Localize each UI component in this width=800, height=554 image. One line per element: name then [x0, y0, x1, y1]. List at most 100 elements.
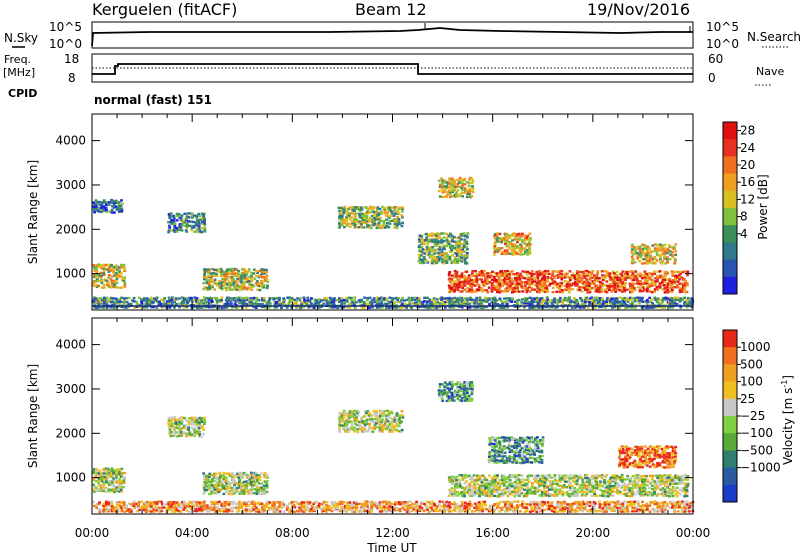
velocity-echo-cell	[370, 414, 374, 417]
power-echo-cell	[661, 259, 665, 263]
power-echo-cell	[380, 300, 383, 303]
velocity-echo-cell	[578, 484, 582, 487]
power-echo-cell	[604, 288, 607, 291]
power-echo-cell	[450, 189, 454, 192]
power-echo-cell	[395, 206, 399, 209]
power-echo-cell	[195, 224, 199, 227]
velocity-echo-cell	[573, 486, 577, 490]
power-echo-cell	[517, 290, 521, 293]
velocity-echo-cell	[615, 488, 619, 492]
velocity-echo-cell	[476, 479, 480, 483]
power-echo-cell	[355, 206, 358, 209]
power-echo-cell	[631, 253, 635, 256]
velocity-echo-cell	[462, 492, 466, 495]
velocity-echo-cell	[226, 486, 229, 489]
power-echo-cell	[266, 280, 270, 284]
velocity-echo-cell	[616, 482, 620, 485]
velocity-echo-cell	[104, 467, 108, 470]
power-echo-cell	[585, 296, 589, 299]
velocity-echo-cell	[593, 484, 597, 487]
power-echo-cell	[603, 300, 606, 303]
power-echo-cell	[525, 300, 529, 303]
power-echo-cell	[353, 208, 357, 211]
power-echo-cell	[386, 206, 390, 209]
velocity-echo-cell	[541, 439, 545, 442]
velocity-echo-cell	[623, 482, 626, 485]
velocity-echo-cell	[623, 478, 627, 481]
power-echo-cell	[112, 271, 115, 274]
velocity-echo-cell	[338, 418, 342, 421]
velocity-echo-cell	[260, 490, 264, 493]
power-echo-cell	[93, 306, 97, 309]
power-echo-cell	[439, 183, 442, 186]
velocity-echo-cell	[107, 481, 110, 484]
power-echo-cell	[495, 272, 499, 275]
power-echo-cell	[102, 306, 105, 309]
velocity-echo-cell	[450, 387, 453, 390]
velocity-echo-cell	[243, 484, 247, 487]
power-echo-cell	[92, 273, 96, 276]
power-echo-cell	[351, 206, 354, 209]
velocity-echo-cell	[481, 493, 485, 496]
power-echo-cell	[431, 240, 434, 244]
power-echo-cell	[563, 288, 567, 291]
power-echo-cell	[537, 306, 541, 309]
velocity-echo-cell	[625, 492, 629, 495]
power-echo-cell	[620, 303, 624, 306]
velocity-echo-cell	[485, 478, 489, 481]
power-echo-cell	[188, 224, 192, 227]
power-echo-cell	[127, 302, 131, 306]
velocity-echo-cell	[523, 459, 527, 462]
power-echo-cell	[122, 297, 126, 300]
power-echo-cell	[420, 250, 424, 253]
power-echo-cell	[506, 252, 510, 255]
velocity-echo-cell	[624, 485, 627, 488]
velocity-echo-cell	[114, 478, 118, 481]
power-echo-cell	[500, 252, 504, 256]
power-echo-cell	[664, 262, 668, 265]
power-echo-cell	[426, 234, 429, 238]
power-echo-cell	[546, 276, 550, 279]
power-echo-cell	[544, 288, 547, 291]
power-echo-cell	[102, 302, 106, 305]
power-echo-cell	[511, 245, 514, 248]
power-echo-cell	[631, 302, 634, 305]
power-echo-cell	[663, 306, 667, 309]
velocity-echo-cell	[211, 479, 214, 483]
power-echo-cell	[249, 277, 253, 281]
power-echo-cell	[530, 300, 534, 303]
power-echo-cell	[513, 305, 517, 308]
power-echo-cell	[428, 238, 431, 241]
power-echo-cell	[262, 284, 266, 287]
velocity-echo-cell	[503, 451, 507, 454]
power-echo-cell	[410, 299, 414, 302]
velocity-echo-cell	[119, 484, 123, 487]
velocity-echo-cell	[185, 432, 188, 435]
power-echo-cell	[561, 301, 564, 304]
power-echo-cell	[470, 272, 474, 275]
velocity-echo-cell	[238, 486, 242, 489]
velocity-echo-cell	[447, 494, 451, 497]
power-echo-cell	[538, 298, 542, 302]
power-echo-cell	[97, 284, 100, 287]
velocity-echo-cell	[438, 391, 442, 395]
power-echo-cell	[453, 179, 457, 182]
power-echo-cell	[513, 276, 517, 280]
power-echo-cell	[596, 278, 599, 281]
velocity-echo-cell	[338, 414, 342, 417]
power-echo-cell	[197, 226, 201, 229]
power-echo-cell	[458, 252, 462, 255]
velocity-echo-cell	[478, 478, 482, 481]
velocity-echo-cell	[113, 485, 116, 489]
velocity-echo-cell	[115, 476, 118, 479]
velocity-echo-cell	[493, 449, 496, 452]
velocity-echo-cell	[168, 428, 172, 431]
power-echo-cell	[183, 297, 187, 300]
power-echo-cell	[670, 303, 674, 306]
power-echo-cell	[416, 298, 420, 301]
power-echo-cell	[190, 225, 194, 228]
velocity-echo-cell	[600, 474, 604, 477]
power-echo-cell	[340, 216, 344, 219]
power-echo-cell	[587, 270, 591, 274]
velocity-echo-cell	[202, 472, 205, 475]
